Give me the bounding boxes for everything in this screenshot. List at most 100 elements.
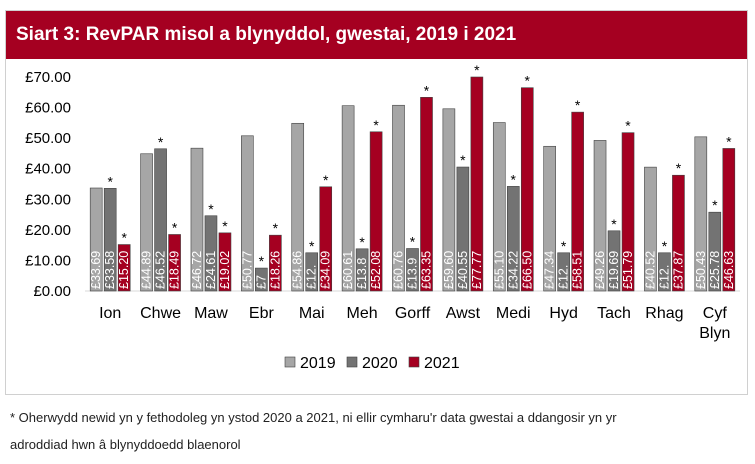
asterisk-marker: *	[359, 234, 365, 250]
bar-chart: £0.00 £10.00 £20.00 £30.00 £40.00 £50.00 £60.0…	[25, 62, 740, 372]
x-tick-label: Rhag	[645, 305, 683, 322]
bar-2019	[543, 145, 556, 292]
bar-2019	[140, 153, 153, 292]
data-label: £13.9	[406, 258, 420, 289]
chart-frame: Siart 3: RevPAR misol a blynyddol, gwest…	[5, 10, 748, 395]
x-tick-label: Mai	[299, 305, 325, 322]
bar-2019	[241, 135, 254, 292]
chart-title: Siart 3: RevPAR misol a blynyddol, gwest…	[6, 11, 747, 59]
asterisk-marker: *	[373, 117, 379, 133]
bar-2019	[89, 187, 103, 292]
bar-2021	[168, 234, 181, 292]
bar-2020	[557, 252, 570, 292]
y-tick-label: £60.00	[25, 100, 71, 117]
asterisk-marker: *	[460, 152, 466, 168]
bar-2020	[708, 211, 722, 292]
asterisk-marker: *	[474, 62, 480, 78]
bar-2021	[621, 132, 635, 292]
legend-swatch	[284, 356, 296, 368]
data-label: £12.	[305, 265, 319, 289]
legend-swatch	[346, 356, 358, 368]
data-label: £63.35	[420, 251, 434, 289]
bar-2019	[644, 166, 657, 292]
x-tick-label: Tach	[597, 305, 631, 322]
bar-2020	[305, 252, 319, 292]
data-label: £19.69	[607, 251, 621, 289]
asterisk-marker: *	[107, 173, 113, 189]
data-label: £24.61	[204, 251, 218, 289]
legend-label: 2019	[300, 355, 336, 372]
bar-2021	[571, 111, 584, 292]
data-label: £51.79	[621, 251, 635, 289]
bar-2019	[291, 122, 305, 292]
bar-2020	[154, 148, 167, 292]
data-label: £34.09	[319, 251, 333, 289]
y-tick-label: £50.00	[25, 130, 71, 147]
y-tick-label: £70.00	[25, 69, 71, 86]
asterisk-marker: *	[561, 238, 567, 254]
y-tick-label: £10.00	[25, 252, 71, 269]
x-tick-label: Medi	[496, 305, 531, 322]
data-label: £33.69	[89, 251, 103, 289]
bar-2019	[593, 140, 607, 292]
data-label: £12.	[657, 265, 671, 289]
bar-2020	[658, 252, 671, 292]
asterisk-marker: *	[511, 171, 517, 187]
bar-2020	[255, 267, 268, 292]
asterisk-marker: *	[410, 234, 416, 250]
data-label: £52.08	[369, 251, 383, 289]
asterisk-marker: *	[323, 172, 329, 188]
bar-2020	[506, 186, 520, 292]
legend-label: 2020	[362, 355, 398, 372]
data-label: £18.26	[268, 251, 282, 289]
bar-2021	[470, 76, 484, 292]
data-label: £46.63	[722, 251, 736, 289]
data-label: £59.60	[442, 251, 456, 289]
data-label: £44.89	[140, 251, 154, 289]
x-tick-label: Awst	[446, 305, 481, 322]
asterisk-marker: *	[273, 220, 279, 236]
data-label: £34.22	[506, 251, 520, 289]
footnote-line-2: adroddiad hwn â blynyddoedd blaenorol	[10, 437, 241, 452]
y-tick-label: £30.00	[25, 191, 71, 208]
data-label: £19.02	[218, 251, 232, 289]
data-label: £60.61	[341, 251, 355, 289]
data-label: £12.	[557, 265, 571, 289]
bar-2021	[369, 131, 383, 292]
x-tick-label: Ion	[99, 305, 121, 322]
x-tick-label: Blyn	[699, 325, 730, 342]
bar-2019	[694, 136, 708, 292]
bar-2020	[607, 230, 621, 292]
asterisk-marker: *	[259, 253, 265, 269]
bar-2020	[355, 248, 369, 292]
asterisk-marker: *	[309, 238, 315, 254]
y-tick-label: £20.00	[25, 222, 71, 239]
bar-2020	[103, 188, 117, 292]
asterisk-marker: *	[676, 160, 682, 176]
data-label: £33.58	[103, 251, 117, 289]
bar-2020	[406, 248, 419, 292]
legend-label: 2021	[424, 355, 460, 372]
x-tick-label: Meh	[347, 305, 378, 322]
data-label: £66.50	[520, 251, 534, 289]
asterisk-marker: *	[726, 133, 732, 149]
bar-2021	[520, 87, 534, 292]
footnote-line-1: * Oherwydd newid yn y fethodoleg yn ysto…	[10, 410, 617, 425]
data-label: £55.10	[492, 251, 506, 289]
data-label: £58.51	[571, 251, 585, 289]
y-tick-label: £0.00	[33, 283, 71, 300]
data-label: £37.87	[671, 251, 685, 289]
data-label: £18.49	[168, 251, 182, 289]
y-tick-label: £40.00	[25, 161, 71, 178]
data-label: £49.26	[593, 251, 607, 289]
asterisk-marker: *	[158, 134, 164, 150]
asterisk-marker: *	[625, 118, 631, 134]
bar-2019	[341, 105, 355, 292]
x-tick-label: Maw	[194, 305, 228, 322]
x-tick-label: Chwe	[140, 305, 181, 322]
asterisk-marker: *	[424, 82, 430, 98]
asterisk-marker: *	[712, 197, 718, 213]
asterisk-marker: *	[662, 238, 668, 254]
legend-swatch	[408, 356, 420, 368]
bar-2021	[117, 244, 131, 292]
